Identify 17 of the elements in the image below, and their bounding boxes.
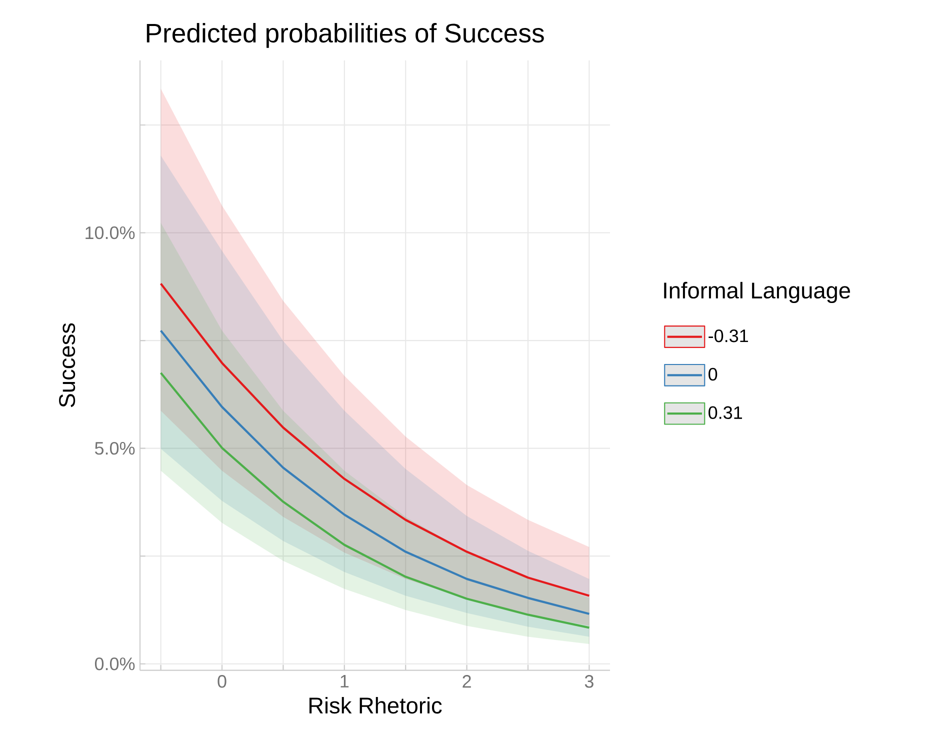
x-tick-label: 3 (584, 675, 594, 688)
x-tick-label: 2 (462, 675, 471, 688)
y-tick-label: 5.0% (94, 442, 135, 455)
line-series (160, 372, 590, 629)
x-tick-label: 1 (340, 675, 349, 688)
y-tick-label: 10.0% (86, 226, 135, 240)
line-series (160, 330, 590, 615)
y-axis-title: Success (59, 323, 76, 408)
x-axis-title: Risk Rhetoric (309, 696, 442, 714)
legend-title: Informal Language (664, 282, 850, 304)
x-tick-label: 0 (218, 675, 226, 688)
legend-label: -0.31 (708, 329, 748, 342)
y-tick-label: 0.0% (94, 657, 135, 670)
chart-title: Predicted probabilities of Success (146, 23, 544, 48)
legend-label: 0 (708, 368, 718, 381)
legend-label: 0.31 (708, 406, 742, 420)
line-series (160, 282, 590, 597)
